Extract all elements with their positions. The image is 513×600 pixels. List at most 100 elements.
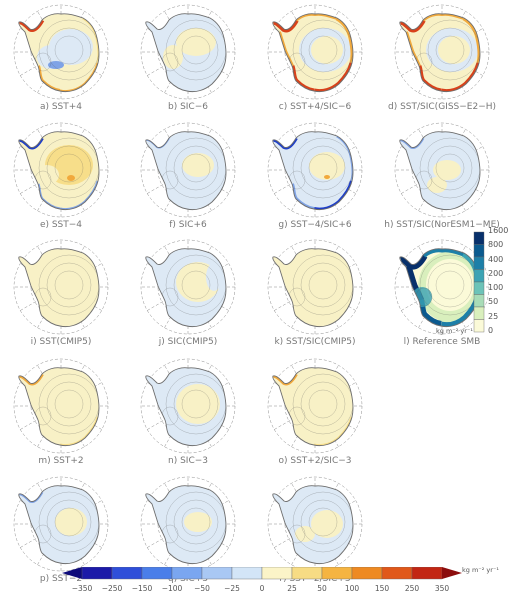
- anomaly-colorbar-tick: 25: [287, 584, 297, 593]
- reference-colorbar-swatch: [473, 256, 485, 270]
- map-panel-i: i) SST(CMIP5): [2, 237, 120, 355]
- antarctica-map-p: [13, 476, 109, 572]
- anomaly-colorbar-swatch: [261, 566, 293, 580]
- coastline: [272, 485, 354, 565]
- reference-colorbar-tick: 0: [488, 326, 494, 335]
- anomaly-colorbar-swatch: [111, 566, 143, 580]
- panel-label-h: h) SST/SIC(NorESM1−ME): [384, 220, 500, 230]
- anomaly-colorbar-swatch: [171, 566, 203, 580]
- coastline: [145, 13, 227, 93]
- anomaly-colorbar-tick: −350: [71, 584, 93, 593]
- anomaly-colorbar-tick: 250: [404, 584, 420, 593]
- coastline: [145, 131, 227, 211]
- reference-colorbar-swatch: [473, 244, 485, 258]
- coastline: [145, 248, 227, 328]
- map-panel-e: e) SST−4: [2, 120, 120, 238]
- coastline: [18, 367, 100, 447]
- map-panel-c: c) SST+4/SIC−6: [256, 2, 374, 120]
- map-panel-f: f) SIC+6: [129, 120, 247, 238]
- coastline: [272, 367, 354, 447]
- map-panel-b: b) SIC−6: [129, 2, 247, 120]
- panel-label-m: m) SST+2: [38, 456, 84, 466]
- panel-label-l: l) Reference SMB: [403, 337, 481, 347]
- panel-label-j: j) SIC(CMIP5): [158, 337, 218, 347]
- antarctica-map-c: [267, 4, 363, 100]
- coastline: [272, 131, 354, 211]
- anomaly-colorbar-tick: 50: [317, 584, 327, 593]
- panel-label-k: k) SST/SIC(CMIP5): [274, 337, 356, 347]
- anomaly-colorbar-tick: −100: [161, 584, 183, 593]
- coastline: [18, 248, 100, 328]
- panel-label-g: g) SST−4/SIC+6: [278, 220, 352, 230]
- anomaly-colorbar-high-arrow: [442, 567, 462, 579]
- antarctica-map-a: [13, 4, 109, 100]
- panel-label-c: c) SST+4/SIC−6: [278, 102, 352, 112]
- anomaly-colorbar-swatch: [321, 566, 353, 580]
- antarctica-map-e: [13, 122, 109, 218]
- anomaly-colorbar-tick: 150: [374, 584, 390, 593]
- panel-label-i: i) SST(CMIP5): [30, 337, 92, 347]
- reference-colorbar-unit: kg m⁻² yr⁻¹: [436, 327, 473, 335]
- antarctica-map-q: [140, 476, 236, 572]
- anomaly-colorbar-swatch: [81, 566, 113, 580]
- antarctica-map-i: [13, 239, 109, 335]
- elevation-contours: [34, 137, 100, 199]
- anomaly-colorbar-unit: kg m⁻² yr⁻¹: [462, 566, 499, 574]
- reference-colorbar-tick: 100: [488, 283, 504, 293]
- anomaly-colorbar-tick: −50: [194, 584, 210, 593]
- reference-colorbar-tick: 200: [488, 268, 504, 278]
- elevation-contours: [415, 137, 481, 199]
- reference-colorbar-swatch: [473, 319, 485, 333]
- panel-label-a: a) SST+4: [39, 102, 83, 112]
- anomaly-colorbar-swatch: [291, 566, 323, 580]
- map-panel-n: n) SIC−3: [129, 356, 247, 474]
- map-panel-p: p) SST−2: [2, 474, 120, 592]
- coastline: [272, 13, 354, 93]
- reference-colorbar: 1600 800 400 200 100 50 25 0: [472, 226, 512, 335]
- map-panel-o: o) SST+2/SIC−3: [256, 356, 374, 474]
- coastline: [145, 485, 227, 565]
- coastline: [18, 131, 100, 211]
- anomaly-colorbar-swatch: [141, 566, 173, 580]
- anomaly-colorbar-swatch: [351, 566, 383, 580]
- anomaly-colorbar-tick: 100: [344, 584, 360, 593]
- antarctica-map-b: [140, 4, 236, 100]
- coastline: [18, 485, 100, 565]
- antarctica-map-j: [140, 239, 236, 335]
- map-panel-g: g) SST−4/SIC+6: [256, 120, 374, 238]
- panel-label-o: o) SST+2/SIC−3: [278, 456, 352, 466]
- map-panel-j: j) SIC(CMIP5): [129, 237, 247, 355]
- panel-label-d: d) SST/SIC(GISS−E2−H): [387, 102, 497, 112]
- anomaly-colorbar-tick: 350: [434, 584, 450, 593]
- anomaly-colorbar-swatch: [201, 566, 233, 580]
- map-panel-k: k) SST/SIC(CMIP5): [256, 237, 374, 355]
- map-panel-h: h) SST/SIC(NorESM1−ME): [383, 120, 501, 238]
- panel-label-e: e) SST−4: [39, 220, 83, 230]
- reference-colorbar-tick: 800: [488, 240, 504, 250]
- map-panel-d: d) SST/SIC(GISS−E2−H): [383, 2, 501, 120]
- antarctica-map-f: [140, 122, 236, 218]
- reference-colorbar-tick: 400: [488, 254, 504, 264]
- panel-label-n: n) SIC−3: [168, 456, 208, 466]
- antarctica-map-d: [394, 4, 490, 100]
- reference-colorbar-swatch: [473, 281, 485, 295]
- map-panel-a: a) SST+4: [2, 2, 120, 120]
- anomaly-colorbar-scale: [62, 566, 462, 580]
- coastline: [399, 13, 481, 93]
- reference-colorbar-swatch: [473, 306, 485, 320]
- panel-label-b: b) SIC−6: [167, 102, 208, 112]
- coastline: [399, 131, 481, 211]
- antarctica-map-h: [394, 122, 490, 218]
- reference-colorbar-swatch: [473, 231, 485, 245]
- elevation-contours: [34, 19, 100, 81]
- anomaly-colorbar-low-arrow: [62, 567, 82, 579]
- reference-colorbar-tick: 25: [488, 311, 499, 321]
- reference-colorbar-tick: 1600: [488, 226, 509, 235]
- anomaly-colorbar: −350 −250 −150 −100 −50 −25 0 25 50 100 150 250 350: [62, 566, 462, 597]
- reference-colorbar-swatch: [473, 294, 485, 308]
- reference-colorbar-swatch: [473, 269, 485, 283]
- antarctica-map-k: [267, 239, 363, 335]
- anomaly-colorbar-tick: 0: [259, 584, 265, 593]
- anomaly-colorbar-swatch: [231, 566, 263, 580]
- antarctica-map-n: [140, 358, 236, 454]
